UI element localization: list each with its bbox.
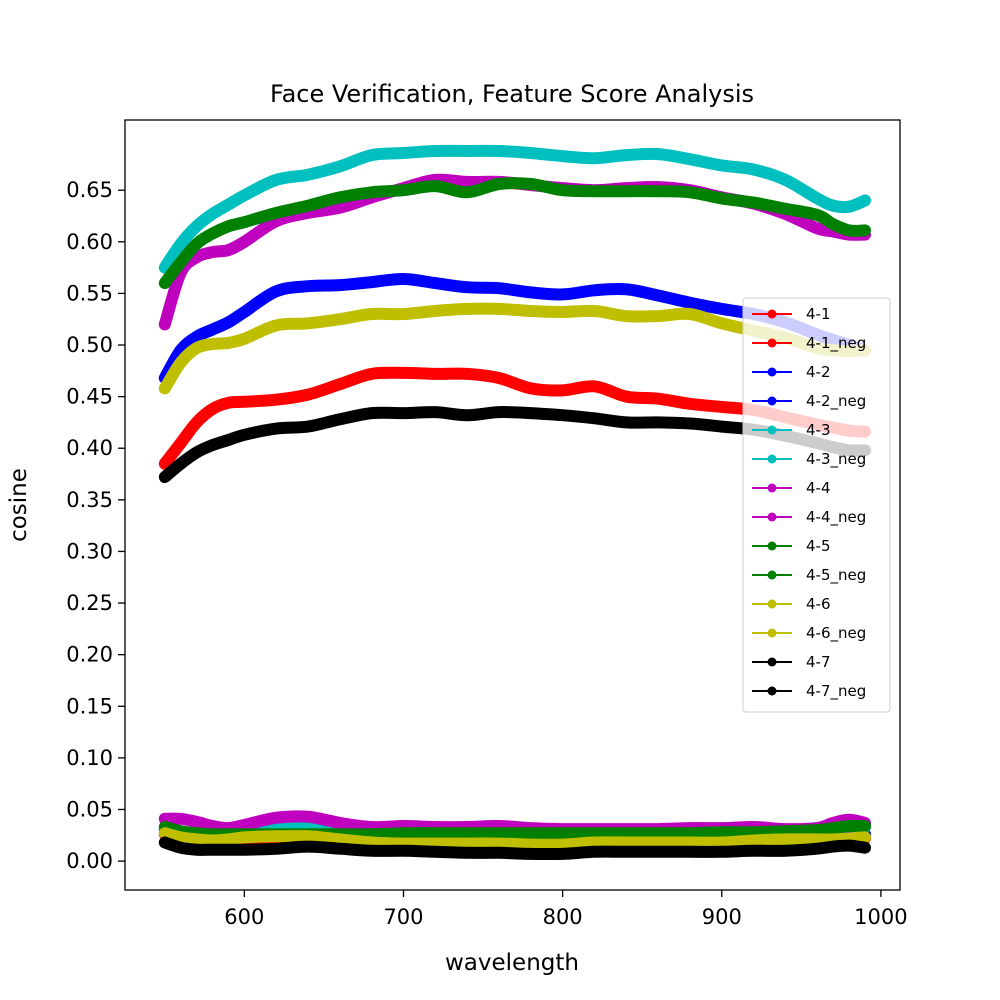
y-tick-label: 0.20 [66,643,113,667]
y-tick-label: 0.25 [66,591,113,615]
legend-marker-4-6_neg [767,628,777,638]
legend-label-4-1_neg: 4-1_neg [806,334,866,353]
y-tick-label: 0.50 [66,333,113,357]
x-axis-label: wavelength [445,950,579,976]
series-line-4-6_neg [158,827,871,851]
legend-label-4-5: 4-5 [806,537,831,555]
plot-frame [124,119,901,891]
y-tick-label: 0.40 [66,436,113,460]
x-tick-label: 900 [702,905,742,929]
legend-marker-4-7 [767,657,777,667]
legend: 4-1 4-1_neg 4-2 4-2_neg 4-3 4-3_neg 4-4 4-4_neg… [742,297,891,713]
x-tick-label: 700 [383,905,423,929]
y-tick-label: 0.60 [66,230,113,254]
y-axis: 0.00 0.05 0.10 0.15 0.20 0.25 0.30 0.35 0.40 0.45… [66,178,125,873]
x-tick-label: 1000 [854,905,907,929]
legend-box [742,297,891,713]
y-tick-label: 0.05 [66,797,113,821]
y-tick-label: 0.00 [66,849,113,873]
series-line-4-3 [158,144,871,274]
x-tick-label: 600 [224,905,264,929]
legend-label-4-6: 4-6 [806,595,831,613]
legend-label-4-7_neg: 4-7_neg [806,682,866,701]
legend-marker-4-5 [767,541,777,551]
legend-marker-4-4_neg [767,512,777,522]
y-tick-label: 0.15 [66,694,113,718]
y-tick-label: 0.65 [66,178,113,202]
chart-title: Face Verification, Feature Score Analysi… [270,80,754,108]
legend-label-4-3: 4-3 [806,421,831,439]
y-tick-label: 0.35 [66,488,113,512]
y-tick-label: 0.30 [66,539,113,563]
y-axis-label: cosine [6,468,32,542]
legend-label-4-7: 4-7 [806,653,831,671]
legend-label-4-3_neg: 4-3_neg [806,450,866,469]
legend-marker-4-7_neg [767,686,777,696]
legend-marker-4-1_neg [767,338,777,348]
legend-marker-4-5_neg [767,570,777,580]
legend-label-4-6_neg: 4-6_neg [806,624,866,643]
legend-label-4-4: 4-4 [806,479,831,497]
legend-label-4-1: 4-1 [806,305,831,323]
series-line-4-7_neg [158,836,871,861]
y-tick-label: 0.10 [66,746,113,770]
legend-marker-4-3_neg [767,454,777,464]
legend-marker-4-1 [767,309,777,319]
x-axis: 600 700 800 900 1000 [224,890,908,929]
x-tick-label: 800 [543,905,583,929]
legend-label-4-2_neg: 4-2_neg [806,392,866,411]
legend-marker-4-2_neg [767,396,777,406]
y-tick-label: 0.55 [66,281,113,305]
legend-label-4-2: 4-2 [806,363,831,381]
legend-label-4-4_neg: 4-4_neg [806,508,866,527]
series-line-4-5 [158,177,871,290]
legend-marker-4-4 [767,483,777,493]
legend-marker-4-3 [767,425,777,435]
y-tick-label: 0.45 [66,385,113,409]
legend-marker-4-2 [767,367,777,377]
legend-label-4-5_neg: 4-5_neg [806,566,866,585]
legend-marker-4-6 [767,599,777,609]
